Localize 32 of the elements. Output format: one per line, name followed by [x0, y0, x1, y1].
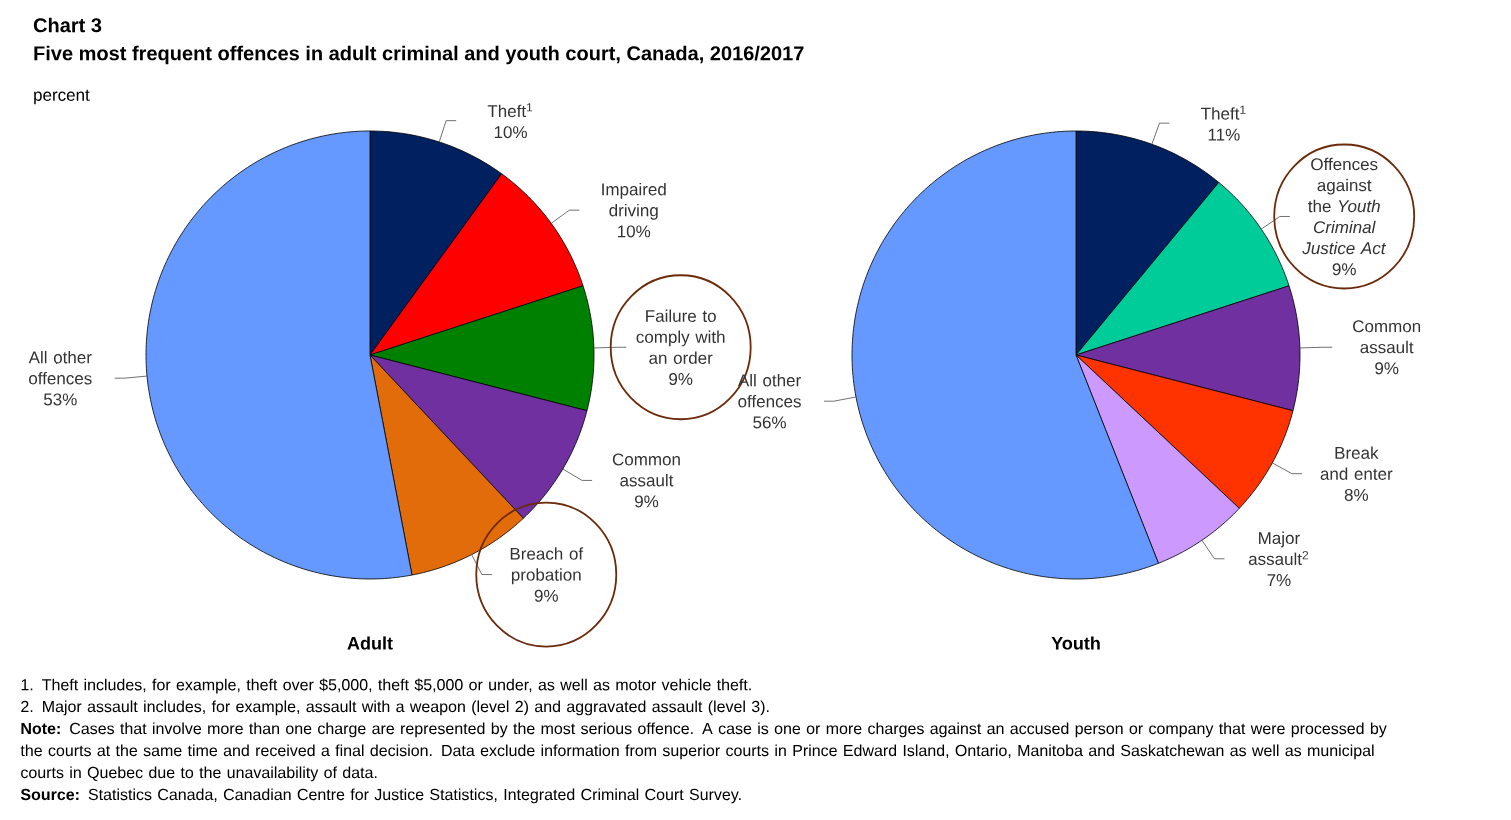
slice-label: Theft$^{1}$	[487, 103, 533, 118]
text: 2. Major assault includes, for example, assault with a weapon (level 2) and aggravated assault (level 3).	[21, 700, 769, 716]
data-label: 56%	[753, 416, 786, 429]
slice-label: Common assault	[1353, 320, 1421, 354]
slice-label: Impaired driving	[602, 182, 666, 220]
data-label: 7%	[1267, 574, 1291, 586]
slice-label: Common assault	[612, 453, 680, 487]
text: Source: Statistics Canada, Canadian Centre for Justice Statistics, Integrated Criminal Court Survey.	[20, 788, 741, 804]
data-label: 9%	[669, 372, 693, 385]
slice-label: Offences against the Youth Criminal Justice Act	[1302, 157, 1387, 255]
data-label: 9%	[1332, 263, 1356, 276]
slice-label: Failure to comply with an order	[636, 309, 725, 364]
chart-subtitle: Five most frequent offences in adult criminal and youth court, Canada, 2016/2017	[34, 45, 804, 65]
slice-label: Theft$^{1}$	[1201, 105, 1246, 120]
slice-label: Breach of probation	[510, 547, 584, 585]
data-label: 9%	[534, 589, 558, 602]
text: Note: Cases that involve more than one charge are represented by the most serious offence. A case is one or more charges against an accused person or company that were processed by the courts at the same time and received a final decision. Data exclude information from superior courts in Prince Edward Island, Ontario, Manitoba and Saskatchewan as well as municipal courts in Quebec due to the unavailability of data.	[20, 722, 1387, 782]
data-label: 8%	[1344, 488, 1369, 501]
data-label: 10%	[494, 126, 527, 139]
slice-label: Major assault$^{2}$	[1248, 531, 1309, 566]
data-label: 10%	[618, 225, 651, 238]
data-label: 9%	[1375, 362, 1399, 375]
slice-label: Break and enter	[1320, 446, 1393, 480]
text: Youth	[1051, 636, 1100, 650]
slice-label: All other offences	[28, 350, 92, 385]
data-label: 11%	[1208, 128, 1240, 141]
chart-title: Chart 3	[33, 17, 102, 33]
data-label: 53%	[43, 393, 77, 406]
text: Adult	[347, 636, 393, 650]
text: percent	[34, 89, 90, 105]
text: 1. Theft includes, for example, theft over $5,000, theft $5,000 or under, as well as motor vehicle theft.	[21, 678, 751, 694]
data-label: 9%	[634, 495, 659, 508]
